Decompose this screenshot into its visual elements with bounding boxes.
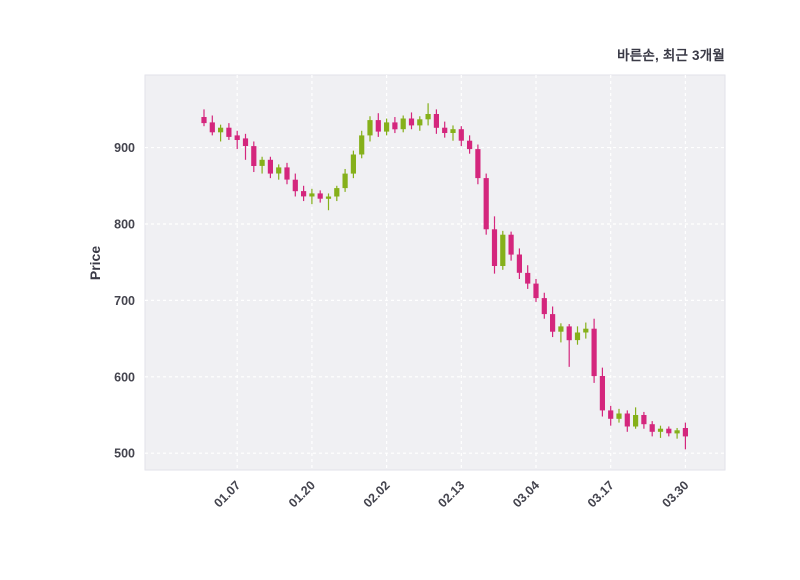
svg-text:01.20: 01.20 [286,478,318,510]
svg-text:02.02: 02.02 [361,478,393,510]
chart-title: 바른손, 최근 3개월 [617,48,725,63]
y-axis-label: Price [87,245,104,281]
svg-text:02.13: 02.13 [435,478,467,510]
svg-text:900: 900 [114,141,135,155]
svg-text:03.30: 03.30 [660,478,692,510]
svg-text:600: 600 [114,370,135,384]
svg-text:03.04: 03.04 [510,478,542,510]
svg-text:500: 500 [114,447,135,461]
svg-text:03.17: 03.17 [585,478,617,510]
svg-text:800: 800 [114,217,135,231]
svg-text:700: 700 [114,294,135,308]
svg-text:01.07: 01.07 [211,478,243,510]
